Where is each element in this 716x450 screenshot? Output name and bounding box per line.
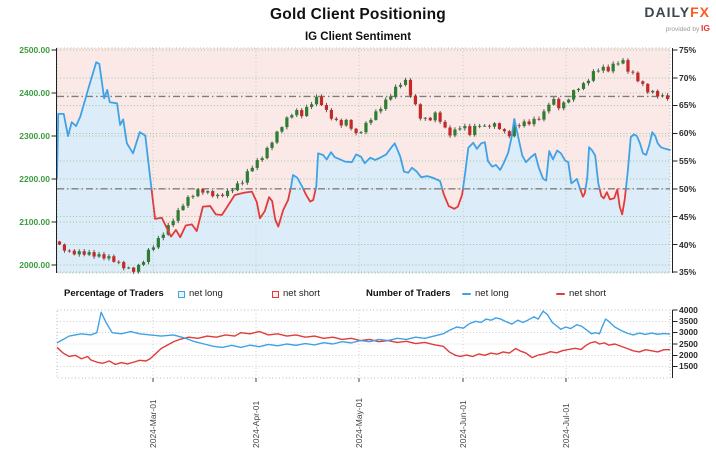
legend-title-number-of-traders: Number of Traders xyxy=(366,288,451,299)
price-axis-label: 2000.00 xyxy=(19,260,50,270)
pct-axis-label: 75% xyxy=(679,45,697,55)
pct-axis-label: 55% xyxy=(679,156,697,166)
dailyfx-logo: DAILYFX provided by IG xyxy=(644,5,710,34)
pct-axis-label: 65% xyxy=(679,100,697,110)
legend-item-count-net-short: net short xyxy=(556,288,606,300)
sentiment-fill-above xyxy=(57,48,670,238)
price-axis-label: 2100.00 xyxy=(19,217,50,227)
pct-axis-label: 40% xyxy=(679,240,697,250)
net-long-line-icon xyxy=(462,292,471,296)
legend-label: net long xyxy=(189,288,223,299)
pct-axis-label: 50% xyxy=(679,184,697,194)
sentiment-line-net-long-segments xyxy=(56,61,671,190)
legend-title-percentage-of-traders: Percentage of Traders xyxy=(64,288,164,299)
count-axis-label: 3000 xyxy=(679,327,698,337)
net-short-line-icon xyxy=(556,292,565,296)
legend-label: net long xyxy=(475,288,509,299)
sentiment-line-net-short-segments xyxy=(150,187,627,239)
page-title: Gold Client Positioning xyxy=(270,6,446,23)
date-axis-label: 2024-Jun-01 xyxy=(458,400,468,448)
pct-axis-label: 70% xyxy=(679,73,697,83)
count-axis-label: 4000 xyxy=(679,305,698,315)
main-chart-axes xyxy=(51,48,678,273)
bottom-chart-axes xyxy=(152,309,678,382)
sentiment-fill-below xyxy=(57,62,670,273)
price-axis-label: 2200.00 xyxy=(19,174,50,184)
date-axis-label: 2024-Jul-01 xyxy=(561,403,571,448)
legend-item-count-net-long: net long xyxy=(462,288,509,300)
price-axis-label: 2400.00 xyxy=(19,88,50,98)
count-axis-label: 2000 xyxy=(679,350,698,360)
main-chart-gridlines xyxy=(56,47,671,274)
count-axis-label: 1500 xyxy=(679,361,698,371)
date-axis-label: 2024-May-01 xyxy=(354,397,364,448)
pct-axis-label: 60% xyxy=(679,128,697,138)
count-axis-label: 3500 xyxy=(679,316,698,326)
legend-label: net short xyxy=(569,288,606,299)
legend-item-pct-net-long: net long xyxy=(178,288,223,300)
logo-fx-text: FX xyxy=(690,4,710,20)
pct-axis-label: 45% xyxy=(679,212,697,222)
net-short-square-icon xyxy=(272,290,279,298)
legend-item-pct-net-short: net short xyxy=(272,288,320,300)
logo-provided-by: provided by IG xyxy=(665,23,710,33)
price-axis-label: 2500.00 xyxy=(19,45,50,55)
legend-label: net short xyxy=(283,288,320,299)
candlestick-series xyxy=(57,57,670,275)
date-axis-label: 2024-Apr-01 xyxy=(251,400,261,448)
bottom-chart-gridlines xyxy=(56,309,671,379)
chart-subtitle: IG Client Sentiment xyxy=(304,31,412,43)
price-axis-label: 2300.00 xyxy=(19,131,50,141)
count-axis-label: 2500 xyxy=(679,339,698,349)
pct-axis-label: 35% xyxy=(679,267,697,277)
net-long-square-icon xyxy=(178,290,185,298)
count-net-long-line xyxy=(56,310,671,349)
logo-daily-text: DAILY xyxy=(644,4,691,20)
date-axis-label: 2024-Mar-01 xyxy=(148,399,158,448)
count-net-short-line xyxy=(56,330,670,366)
logo-ig-text: IG xyxy=(701,23,710,33)
